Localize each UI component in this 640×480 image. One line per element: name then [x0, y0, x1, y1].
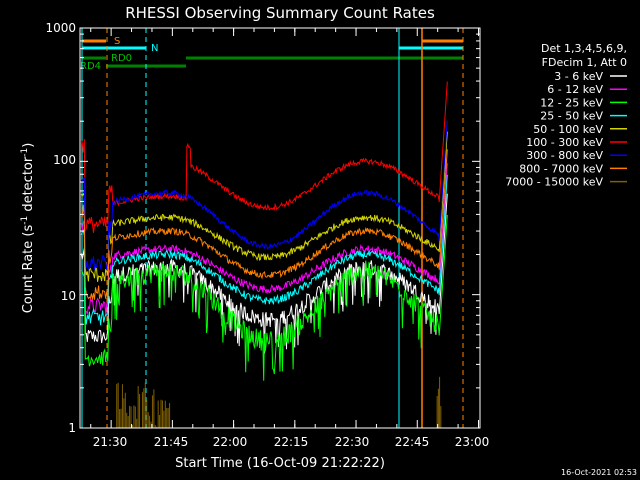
- legend-label: 300 - 800 keV: [526, 149, 603, 162]
- y-axis-label-sup: -1: [20, 216, 30, 225]
- legend-label: 25 - 50 keV: [540, 110, 603, 123]
- series-group: [80, 81, 448, 381]
- x-tick-label: 21:30: [93, 435, 128, 449]
- y-axis-label-part: ): [21, 143, 36, 148]
- y-axis-label-part: detector: [21, 156, 36, 216]
- x-tick-labels: 21:30 21:45 22:00 22:15 22:30 22:45 23:0…: [93, 435, 490, 449]
- series-line: [80, 131, 448, 282]
- markers: [81, 28, 464, 428]
- flag-label-n: N: [151, 43, 158, 54]
- y-axis-label: Count Rate (s-1 detector-1): [20, 143, 36, 314]
- flag-label-s: S: [114, 36, 120, 47]
- x-tick-label: 22:15: [274, 435, 309, 449]
- y-axis-label-sup: -1: [20, 148, 30, 157]
- x-tick-label: 22:00: [213, 435, 248, 449]
- series-line: [80, 120, 448, 270]
- legend-label: 100 - 300 keV: [526, 136, 603, 149]
- series-line: [80, 163, 448, 316]
- x-tick-label: 23:00: [455, 435, 490, 449]
- legend-label: 50 - 100 keV: [533, 123, 603, 136]
- y-tick-label: 1000: [45, 21, 76, 35]
- y-tick-label: 1: [68, 421, 76, 435]
- y-tick-label: 10: [61, 289, 76, 303]
- y-tick-label: 100: [53, 153, 76, 167]
- legend-header-2: FDecim 1, Att 0: [542, 56, 627, 69]
- legend-header-1: Det 1,3,4,5,6,9,: [541, 42, 627, 55]
- flag-label-rd4: RD4: [80, 61, 101, 72]
- legend-label: 6 - 12 keV: [547, 83, 603, 96]
- series-line: [80, 81, 448, 233]
- legend-label: 3 - 6 keV: [554, 70, 603, 83]
- plot-frame: [79, 27, 481, 429]
- brown-spikes: [116, 376, 442, 428]
- axis-ticks: [80, 28, 480, 429]
- legend-label: 800 - 7000 keV: [519, 162, 603, 175]
- series-line: [80, 214, 448, 381]
- legend: Det 1,3,4,5,6,9, FDecim 1, Att 0 3 - 6 k…: [505, 42, 627, 189]
- x-tick-label: 22:45: [395, 435, 430, 449]
- x-tick-label: 21:45: [154, 435, 189, 449]
- flag-lines: S N RD0 RD4: [80, 36, 463, 72]
- legend-label: 12 - 25 keV: [540, 96, 603, 109]
- flag-label-rd0: RD0: [111, 53, 132, 64]
- chart-title: RHESSI Observing Summary Count Rates: [125, 4, 435, 22]
- x-tick-label: 22:30: [335, 435, 370, 449]
- series-line: [81, 149, 448, 300]
- legend-label: 7000 - 15000 keV: [505, 176, 603, 189]
- timestamp: 16-Oct-2021 02:53: [561, 468, 637, 477]
- y-axis-label-part: Count Rate (s: [21, 225, 36, 314]
- x-axis-label: Start Time (16-Oct-09 21:22:22): [175, 456, 385, 471]
- y-tick-labels: 1 10 100 1000: [45, 21, 76, 435]
- series-line: [80, 174, 448, 326]
